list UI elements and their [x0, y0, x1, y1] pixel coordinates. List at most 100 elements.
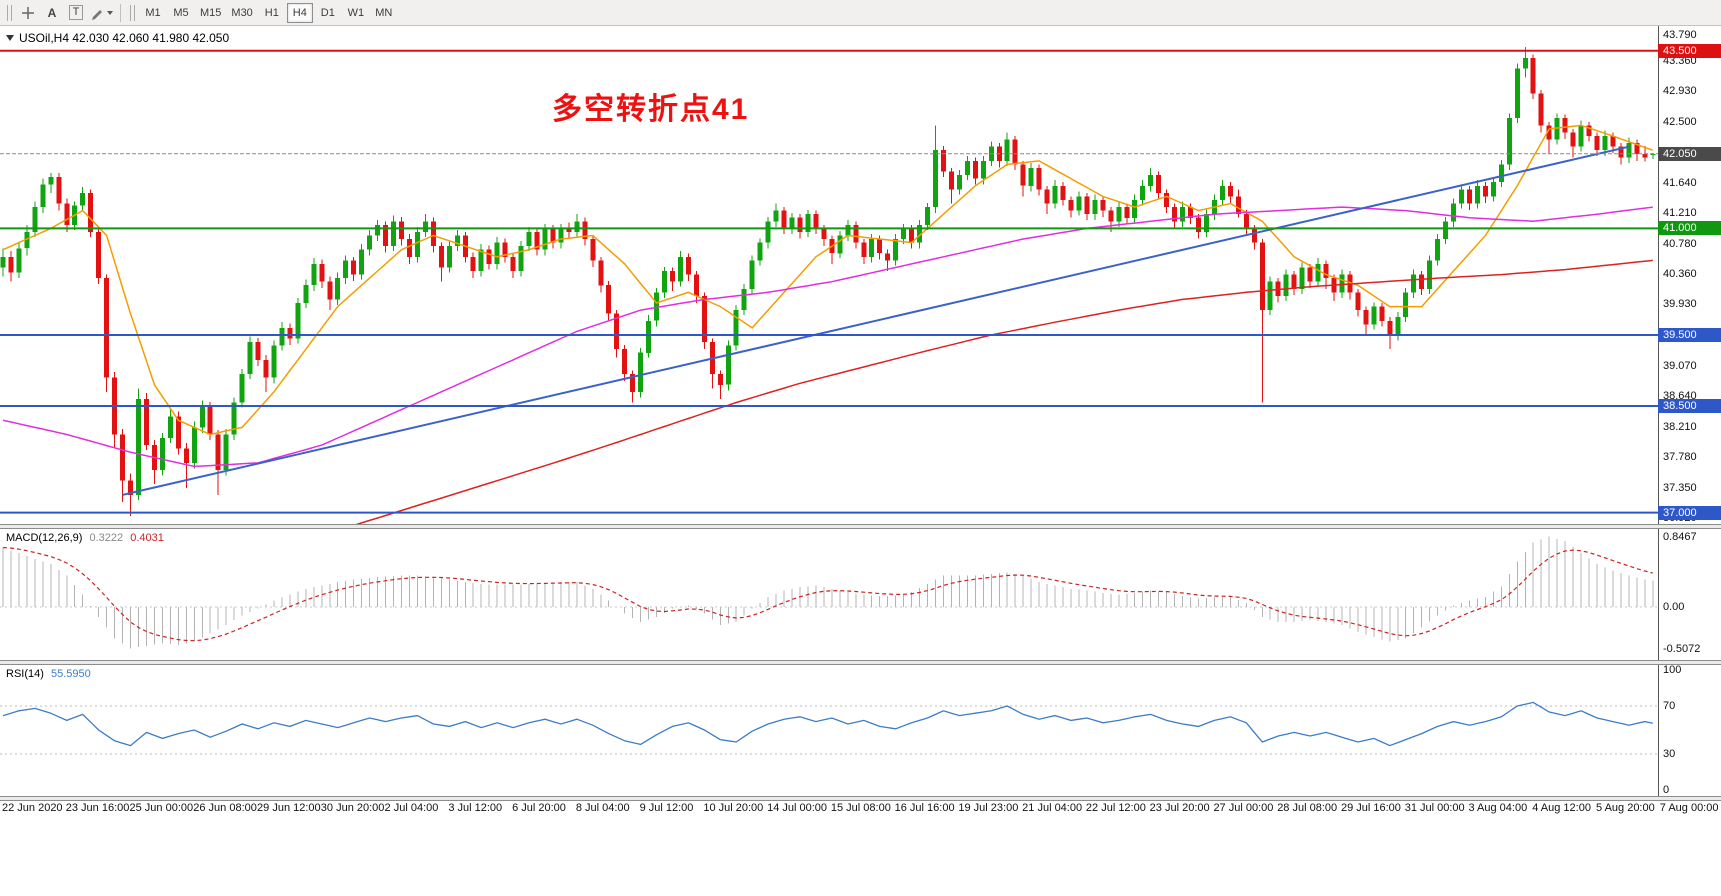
panel-splitter-macd-rsi[interactable] — [0, 660, 1721, 665]
price-badge-42.050: 42.050 — [1658, 146, 1721, 161]
price-axis-label: 40.360 — [1663, 267, 1697, 280]
time-axis-label: 19 Jul 23:00 — [958, 802, 1019, 814]
time-axis-label: 6 Jul 20:00 — [512, 802, 566, 814]
time-axis-label: 31 Jul 00:00 — [1404, 802, 1465, 814]
rsi-axis-label: 30 — [1663, 748, 1676, 760]
timeframe-button-H4[interactable]: H4 — [286, 2, 313, 23]
price-badge-38.500: 38.500 — [1658, 399, 1721, 414]
macd-indicator-panel[interactable] — [0, 529, 1658, 660]
price-axis-label: 43.790 — [1663, 29, 1697, 41]
price-axis-label: 42.930 — [1663, 85, 1697, 98]
price-axis-label: 42.500 — [1663, 115, 1697, 128]
macd-axis-label: -0.5072 — [1663, 642, 1701, 655]
macd-indicator-label: MACD(12,26,9) 0.3222 0.4031 — [6, 532, 164, 544]
trendline[interactable] — [122, 145, 1630, 496]
macd-histogram — [2, 536, 1654, 649]
symbol-dropdown-icon — [6, 35, 14, 41]
draw-tools-dropdown-button[interactable] — [89, 3, 114, 23]
time-axis-label: 26 Jun 08:00 — [193, 802, 257, 814]
rsi-indicator-label: RSI(14) 55.5950 — [6, 668, 91, 680]
time-axis-label: 2 Jul 04:00 — [384, 802, 439, 814]
macd-axis-label: 0.8467 — [1663, 530, 1697, 543]
time-axis-label: 4 Aug 12:00 — [1532, 802, 1591, 814]
crosshair-icon — [22, 6, 34, 19]
symbol-ohlc-text: USOil,H4 42.030 42.060 41.980 42.050 — [19, 31, 230, 45]
rsi-indicator-panel[interactable] — [0, 665, 1658, 796]
price-axis-label: 39.070 — [1663, 359, 1697, 372]
price-axis-label: 39.930 — [1663, 298, 1697, 311]
time-axis-label: 14 Jul 00:00 — [767, 802, 828, 814]
price-axis-label: 41.210 — [1663, 207, 1697, 220]
text-label-t-icon: T — [68, 5, 84, 20]
rsi-axis-label: 100 — [1663, 664, 1682, 676]
ma-slow-red — [355, 259, 1653, 524]
timeframe-button-M1[interactable]: M1 — [145, 6, 161, 19]
macd-signal-line — [2, 546, 1653, 642]
time-axis-label: 3 Jul 12:00 — [448, 802, 503, 814]
time-axis-label: 29 Jun 12:00 — [257, 802, 321, 814]
candlestick-chart[interactable] — [0, 28, 1658, 524]
rsi-value: 55.5950 — [50, 668, 91, 680]
time-axis-label: 27 Jul 00:00 — [1213, 802, 1274, 814]
toolbar-separator — [120, 3, 121, 22]
time-axis-label: 8 Jul 04:00 — [575, 802, 630, 814]
text-tool-a-icon: A — [47, 5, 57, 20]
rsi-axis-label: 70 — [1663, 700, 1676, 712]
timeframe-button-W1[interactable]: W1 — [347, 6, 365, 19]
macd-main-value: 0.3222 — [89, 532, 124, 544]
line-studies-toolbar-drag-handle[interactable] — [7, 4, 12, 21]
time-axis-label: 9 Jul 12:00 — [639, 802, 694, 814]
periods-toolbar-drag-handle[interactable] — [130, 4, 135, 21]
ma-mid-magenta — [2, 206, 1653, 468]
time-axis-label: 7 Aug 00:00 — [1659, 802, 1719, 814]
ma-fast-orange — [2, 124, 1654, 436]
timeframe-button-M5[interactable]: M5 — [173, 6, 189, 19]
time-axis-label: 16 Jul 16:00 — [894, 802, 955, 814]
time-axis-label: 10 Jul 20:00 — [703, 802, 764, 814]
chevron-down-icon — [107, 10, 113, 15]
price-badge-39.500: 39.500 — [1658, 327, 1721, 342]
price-badge-41.000: 41.000 — [1658, 221, 1721, 236]
text-label-tool-button[interactable]: T — [65, 3, 87, 23]
timeframe-button-M15[interactable]: M15 — [200, 6, 222, 19]
time-axis-label: 15 Jul 08:00 — [830, 802, 891, 814]
time-axis-label: 29 Jul 16:00 — [1340, 802, 1401, 814]
timeframes-toolbar: M1 M5 M15 M30 H1 H4 D1 W1 MN — [139, 2, 398, 23]
toolbar: A T M1 M5 M15 M30 H1 H4 D1 W1 MN — [0, 0, 1721, 26]
timeframe-button-M30[interactable]: M30 — [231, 6, 253, 19]
macd-signal-value: 0.4031 — [130, 532, 164, 544]
time-axis-label: 25 Jun 00:00 — [129, 802, 194, 814]
pencil-icon — [92, 9, 102, 20]
rsi-axis-label: 0 — [1663, 784, 1670, 796]
panel-splitter-rsi-timeaxis[interactable] — [0, 796, 1721, 801]
time-axis-label: 5 Aug 20:00 — [1596, 802, 1655, 814]
time-axis-label: 3 Aug 04:00 — [1468, 802, 1528, 814]
macd-name: MACD(12,26,9) — [6, 532, 83, 544]
price-badge-43.500: 43.500 — [1658, 43, 1721, 58]
crosshair-tool-button[interactable] — [17, 3, 39, 23]
chart-annotation-text[interactable]: 多空转折点41 — [552, 93, 750, 126]
price-axis-label: 41.640 — [1663, 176, 1697, 189]
rsi-name: RSI(14) — [6, 668, 44, 680]
macd-axis-label: 0.00 — [1663, 601, 1685, 613]
rsi-line — [2, 701, 1653, 747]
time-axis-label: 30 Jun 20:00 — [320, 802, 385, 814]
price-axis-divider — [1658, 26, 1659, 801]
time-axis-label: 28 Jul 08:00 — [1277, 802, 1338, 814]
symbol-ohlc-info: USOil,H4 42.030 42.060 41.980 42.050 — [6, 31, 229, 45]
text-draw-tool-button[interactable]: A — [41, 3, 63, 23]
time-axis-label: 22 Jul 12:00 — [1085, 802, 1146, 814]
price-badge-37.000: 37.000 — [1658, 505, 1721, 520]
timeframe-button-D1[interactable]: D1 — [320, 6, 335, 19]
price-axis-label: 37.350 — [1663, 481, 1697, 494]
time-axis-label: 21 Jul 04:00 — [1022, 802, 1083, 814]
timeframe-button-H1[interactable]: H1 — [264, 6, 279, 19]
price-axis-label: 38.210 — [1663, 420, 1697, 433]
panel-splitter-main-macd[interactable] — [0, 524, 1721, 529]
time-axis-label: 23 Jun 16:00 — [65, 802, 130, 814]
price-axis-label: 37.780 — [1663, 451, 1697, 464]
timeframe-button-MN[interactable]: MN — [375, 6, 393, 19]
time-axis-label: 22 Jun 2020 — [2, 802, 63, 814]
